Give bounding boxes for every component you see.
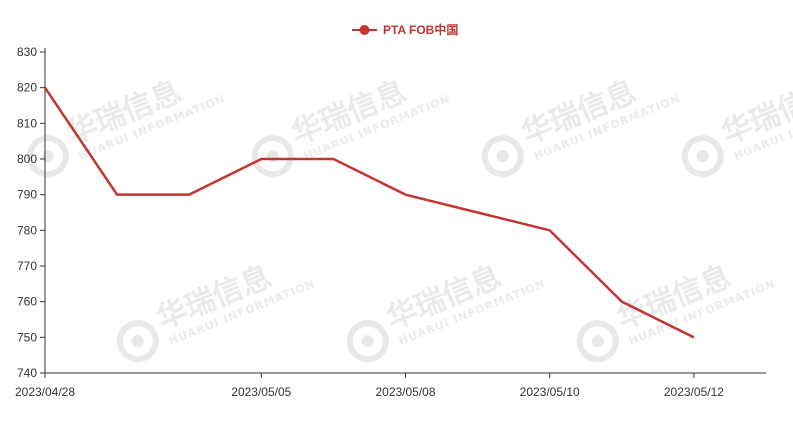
watermark-logo-icon xyxy=(346,320,389,363)
y-tick-label: 760 xyxy=(17,295,37,309)
chart-axes: 740 750 760 770 780 790 800 810 820 830 2023/04/28… xyxy=(15,45,766,399)
x-tick-label: 2023/05/12 xyxy=(664,385,724,399)
watermark-logo-dot-icon xyxy=(361,335,374,348)
watermark-logo-dot-icon xyxy=(591,335,604,348)
y-tick-label: 770 xyxy=(17,259,37,273)
y-tick-label: 800 xyxy=(17,152,37,166)
y-tick-label: 740 xyxy=(17,366,37,380)
watermark-logo-icon xyxy=(26,135,69,178)
watermark-logo-icon xyxy=(681,135,724,178)
y-tick-label: 790 xyxy=(17,188,37,202)
legend-label: PTA FOB中国 xyxy=(383,22,458,37)
x-tick-label: 2023/05/05 xyxy=(231,385,291,399)
y-tick-label: 820 xyxy=(17,81,37,95)
x-tick-label: 2023/04/28 xyxy=(15,385,75,399)
chart-legend[interactable]: PTA FOB中国 xyxy=(352,22,458,37)
x-tick-label: 2023/05/10 xyxy=(520,385,580,399)
y-tick-label: 810 xyxy=(17,116,37,130)
y-tick-label: 830 xyxy=(17,45,37,59)
y-tick-label: 750 xyxy=(17,330,37,344)
series-line xyxy=(43,86,695,339)
x-tick-label: 2023/05/08 xyxy=(375,385,435,399)
chart-series xyxy=(43,86,695,339)
watermark-logo-icon xyxy=(576,320,619,363)
watermark-logo-dot-icon xyxy=(696,150,709,163)
watermark-logo-icon xyxy=(481,135,524,178)
watermark-logo-dot-icon xyxy=(131,335,144,348)
watermark-logo-dot-icon xyxy=(41,150,54,163)
legend-marker-icon xyxy=(359,25,370,35)
watermark-logo-dot-icon xyxy=(496,150,509,163)
watermark-logo-icon xyxy=(116,320,159,363)
watermark-logo-dot-icon xyxy=(266,150,279,163)
y-tick-label: 780 xyxy=(17,223,37,237)
